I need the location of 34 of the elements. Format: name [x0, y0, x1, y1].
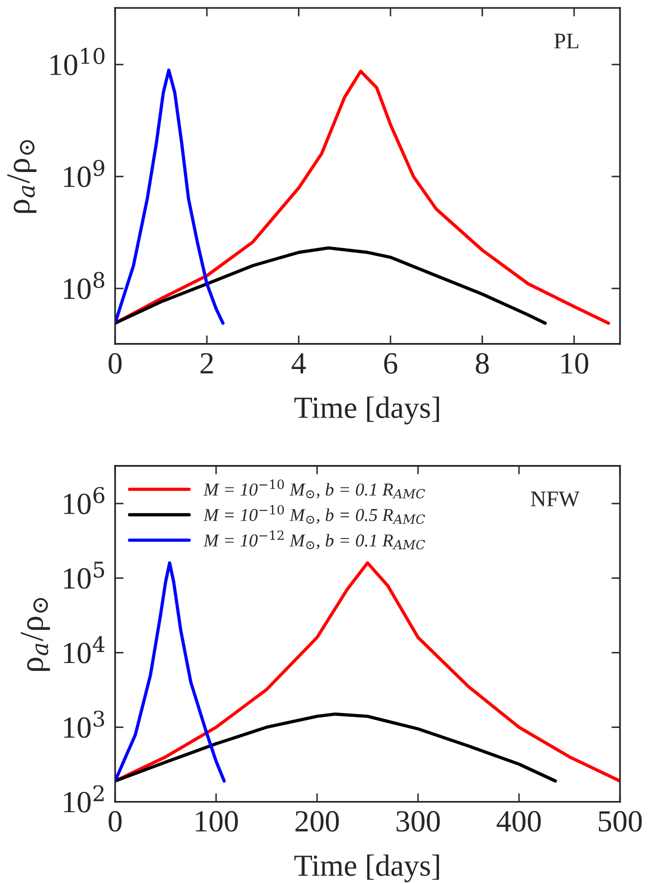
x-tick-label: 10 — [562, 353, 588, 374]
x-tick-label: 500 — [598, 811, 642, 832]
line-series — [115, 561, 226, 783]
line-series — [115, 246, 547, 325]
y-tick-label: 10$^{9}$ — [64, 160, 104, 188]
x-tick-label: 400 — [496, 811, 541, 832]
x-tick-label: 8 — [476, 353, 489, 374]
x-tick-label: 2 — [200, 353, 213, 374]
legend-label: M = 10$^{−10}$ M$_{⊙}$, b = 0.1 R$_{AMC}$ — [203, 480, 426, 498]
y-tick-label: 10$^{4}$ — [64, 636, 105, 664]
annotation: PL — [554, 34, 578, 48]
y-axis-title: ρ$_{a}$/ρ$_{⊙}$ — [7, 140, 36, 213]
x-tick-label: 4 — [292, 353, 306, 374]
annotation: NFW — [530, 492, 580, 507]
y-tick-label: 10$^{5}$ — [64, 562, 104, 589]
legend-label: M = 10$^{−10}$ M$_{⊙}$, b = 0.5 R$_{AMC}$ — [203, 504, 426, 524]
legend-label: M = 10$^{−12}$ M$_{⊙}$, b = 0.1 R$_{AMC}$ — [203, 530, 426, 550]
y-tick-label: 10$^{8}$ — [64, 272, 104, 300]
line-series — [115, 68, 225, 325]
x-axis-title: Time [days] — [294, 854, 439, 882]
x-tick-label: 300 — [396, 811, 440, 832]
line-series — [115, 70, 610, 325]
x-axis-title: Time [days] — [294, 396, 439, 424]
y-tick-label: 10$^{3}$ — [64, 710, 104, 738]
x-tick-label: 6 — [384, 353, 398, 374]
x-tick-label: 0 — [108, 353, 122, 374]
y-tick-label: 10$^{2}$ — [64, 785, 104, 812]
y-tick-label: 10$^{10}$ — [50, 48, 104, 76]
y-axis-title: ρ$_{a}$/ρ$_{⊙}$ — [20, 598, 50, 671]
x-tick-label: 100 — [196, 811, 238, 832]
line-series — [115, 712, 557, 783]
x-tick-label: 0 — [108, 811, 122, 832]
y-tick-label: 10$^{6}$ — [64, 486, 104, 514]
x-tick-label: 200 — [295, 811, 339, 832]
